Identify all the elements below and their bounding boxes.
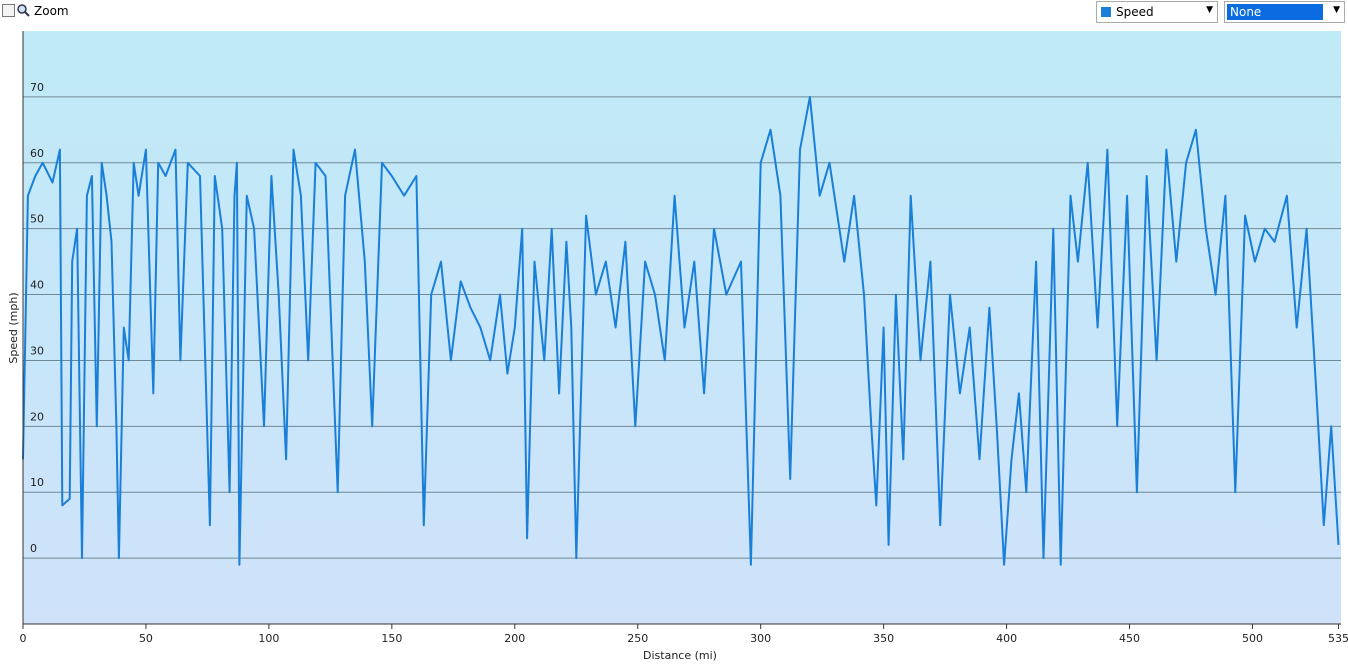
x-tick-label: 50	[139, 632, 153, 645]
y-tick-label: 60	[30, 147, 44, 160]
y-axis-label: Speed (mph)	[7, 292, 20, 363]
zoom-checkbox[interactable]	[2, 4, 15, 17]
y-tick-label: 40	[30, 279, 44, 292]
zoom-icon	[17, 4, 30, 17]
y-tick-label: 0	[30, 542, 37, 555]
y-tick-label: 70	[30, 81, 44, 94]
data-line	[22, 95, 1340, 566]
x-tick-label: 0	[20, 632, 27, 645]
dropdown-arrow: ▼	[1333, 5, 1340, 15]
x-tick-label: 500	[1242, 632, 1263, 645]
x-tick-label: 350	[873, 632, 894, 645]
x-axis-label: Distance (mi)	[643, 649, 717, 662]
x-tick-label: 250	[627, 632, 648, 645]
x-tick-label: 450	[1119, 632, 1140, 645]
y-tick-label: 50	[30, 213, 44, 226]
y-tick-label: 30	[30, 344, 44, 357]
series-select-text: Speed	[1116, 5, 1154, 19]
plot-area	[23, 31, 1341, 624]
x-tick-label: 400	[996, 632, 1017, 645]
y-tick-label: 20	[30, 410, 44, 423]
secondary-select[interactable]: None ▼	[1224, 1, 1345, 23]
zoom-label: Zoom	[34, 4, 69, 18]
x-tick-label: 150	[381, 632, 402, 645]
y-tick-label: 10	[30, 476, 44, 489]
x-tick-label: 100	[258, 632, 279, 645]
legend-swatch	[1101, 7, 1111, 17]
series-select[interactable]: Speed ▼	[1096, 1, 1218, 23]
secondary-select-text: None	[1230, 5, 1262, 19]
x-tick-label: 200	[504, 632, 525, 645]
selection-highlight	[1227, 4, 1323, 20]
dropdown-arrow: ▼	[1206, 5, 1213, 15]
x-tick-label: 300	[750, 632, 771, 645]
x-tick-label: 535	[1328, 632, 1348, 645]
